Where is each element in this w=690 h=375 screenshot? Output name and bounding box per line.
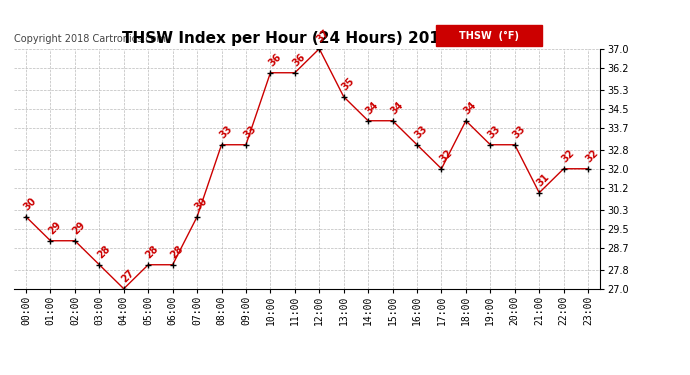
Text: 30: 30 (193, 196, 210, 213)
Text: 29: 29 (46, 220, 63, 237)
Title: THSW Index per Hour (24 Hours) 20180121: THSW Index per Hour (24 Hours) 20180121 (121, 31, 493, 46)
Text: 34: 34 (462, 100, 478, 117)
Text: 32: 32 (584, 148, 600, 165)
Text: 37: 37 (315, 28, 332, 45)
Text: 33: 33 (486, 124, 503, 141)
Text: 27: 27 (119, 268, 136, 285)
Text: 36: 36 (266, 52, 283, 69)
FancyBboxPatch shape (436, 25, 542, 46)
Text: 32: 32 (437, 148, 454, 165)
Text: 33: 33 (511, 124, 527, 141)
Text: 32: 32 (560, 148, 576, 165)
Text: 35: 35 (339, 76, 356, 93)
Text: THSW  (°F): THSW (°F) (459, 30, 519, 40)
Text: Copyright 2018 Cartronics.com: Copyright 2018 Cartronics.com (14, 34, 166, 44)
Text: 33: 33 (217, 124, 234, 141)
Text: 36: 36 (290, 52, 307, 69)
Text: 28: 28 (144, 244, 161, 261)
Text: 31: 31 (535, 172, 552, 189)
Text: 33: 33 (241, 124, 259, 141)
Text: 34: 34 (388, 100, 405, 117)
Text: 28: 28 (95, 244, 112, 261)
Text: 28: 28 (168, 244, 185, 261)
Text: 30: 30 (22, 196, 39, 213)
Text: 34: 34 (364, 100, 381, 117)
Text: 33: 33 (413, 124, 429, 141)
Text: 29: 29 (71, 220, 88, 237)
